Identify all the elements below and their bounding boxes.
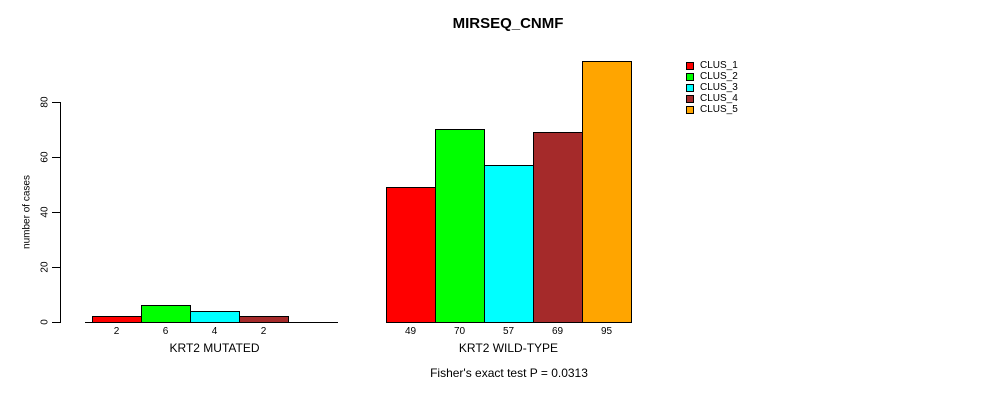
bar-value-label: 2 [260,326,267,337]
bar-clus_3 [484,165,534,323]
y-tick [52,322,60,323]
y-tick-label: 60 [39,151,51,163]
bar-value-label: 2 [113,326,120,337]
bar-value-label: 57 [502,326,515,337]
legend-label: CLUS_2 [700,71,738,82]
group-label: KRT2 MUTATED [169,341,260,355]
bar-value-label: 6 [162,326,169,337]
y-tick-label: 80 [39,96,51,108]
bar-clus_2 [435,129,485,323]
y-tick [52,157,60,158]
bar-clus_1 [386,187,436,323]
group-label: KRT2 WILD-TYPE [458,341,559,355]
y-tick [52,102,60,103]
bar-value-label: 70 [453,326,466,337]
y-axis-label: number of cases [21,175,33,249]
legend-swatch [686,94,694,103]
legend-item: CLUS_1 [686,60,738,71]
legend-item: CLUS_5 [686,104,738,115]
legend-label: CLUS_5 [700,104,738,115]
bar-clus_5 [582,61,632,323]
legend-label: CLUS_1 [700,60,738,71]
legend-swatch [686,83,694,92]
legend-item: CLUS_4 [686,93,738,104]
legend-label: CLUS_3 [700,82,738,93]
zero-height-bar [288,322,338,323]
bar-clus_3 [190,311,240,323]
y-axis-line [60,102,61,323]
legend-swatch [686,105,694,114]
y-tick-label: 40 [39,206,51,218]
footer-annotation: Fisher's exact test P = 0.0313 [430,366,588,380]
bar-clus_4 [533,132,583,323]
bar-value-label: 69 [551,326,564,337]
y-tick-label: 0 [39,319,51,325]
legend-item: CLUS_3 [686,82,738,93]
bar-value-label: 4 [211,326,218,337]
bar-clus_4 [239,316,289,323]
legend: CLUS_1 CLUS_2 CLUS_3 CLUS_4 CLUS_5 [686,60,738,115]
legend-swatch [686,61,694,70]
y-tick-label: 20 [39,261,51,273]
bar-clus_1 [92,316,142,323]
y-tick [52,212,60,213]
legend-item: CLUS_2 [686,71,738,82]
bar-clus_2 [141,305,191,323]
legend-label: CLUS_4 [700,93,738,104]
chart-title: MIRSEQ_CNMF [452,15,564,32]
bar-value-label: 49 [404,326,417,337]
legend-swatch [686,72,694,81]
y-tick [52,267,60,268]
bar-value-label: 95 [600,326,613,337]
